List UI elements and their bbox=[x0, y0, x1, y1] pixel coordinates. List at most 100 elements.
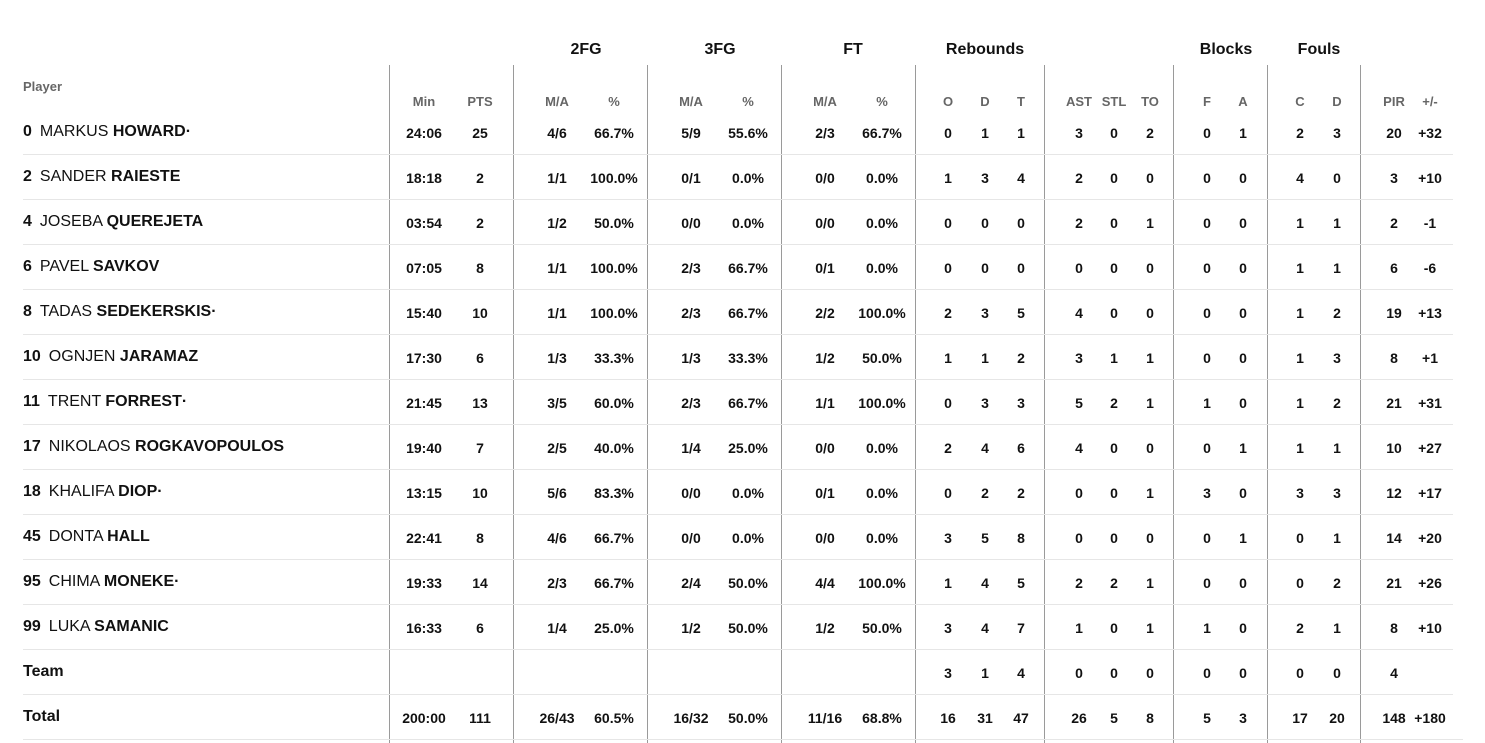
row-divider bbox=[23, 649, 1453, 650]
stat-cell: 2/3 bbox=[681, 305, 701, 321]
stat-cell: 19 bbox=[1386, 305, 1402, 321]
stat-cell: 1 bbox=[1146, 485, 1154, 501]
stat-cell: 0/1 bbox=[681, 170, 701, 186]
stat-cell: 50.0% bbox=[594, 215, 634, 231]
player-name[interactable]: 0 MARKUS HOWARD· bbox=[23, 123, 191, 141]
stat-cell: 1 bbox=[981, 665, 989, 681]
stat-cell: 0 bbox=[1203, 440, 1211, 456]
column-header: Min bbox=[412, 94, 436, 109]
stat-cell: 2 bbox=[944, 305, 952, 321]
stat-cell: 1/3 bbox=[681, 350, 701, 366]
column-header: F bbox=[1203, 94, 1211, 109]
player-number: 99 bbox=[23, 618, 41, 635]
stat-cell: +26 bbox=[1418, 575, 1442, 591]
stat-cell: 1 bbox=[1239, 530, 1247, 546]
stat-cell: 25.0% bbox=[728, 440, 768, 456]
stat-cell: 2 bbox=[1075, 170, 1083, 186]
stat-cell: +10 bbox=[1418, 170, 1442, 186]
stat-cell: 2 bbox=[1333, 395, 1341, 411]
stat-cell: 50.0% bbox=[862, 350, 902, 366]
stat-cell: 3 bbox=[1333, 350, 1341, 366]
stat-cell: 0 bbox=[1075, 485, 1083, 501]
stat-cell: 0 bbox=[1075, 260, 1083, 276]
player-name[interactable]: 95 CHIMA MONEKE· bbox=[23, 573, 179, 591]
stat-cell: 3 bbox=[944, 620, 952, 636]
group-header: Blocks bbox=[1199, 41, 1253, 58]
stat-cell: 8 bbox=[1390, 350, 1398, 366]
stat-cell: 8 bbox=[1146, 710, 1154, 726]
column-header: TO bbox=[1141, 94, 1159, 109]
stat-cell: 4 bbox=[1017, 170, 1025, 186]
table-row: 4 JOSEBA QUEREJETA 03:54 2 1/2 50.0% 0/0 0.0% 0/… bbox=[0, 200, 1485, 245]
stat-cell: 0 bbox=[1146, 440, 1154, 456]
stat-cell: 1 bbox=[1239, 440, 1247, 456]
stat-cell: 13 bbox=[472, 395, 488, 411]
player-name[interactable]: 11 TRENT FORREST· bbox=[23, 393, 187, 411]
stat-cell: 11/16 bbox=[807, 710, 843, 726]
stat-cell: 18:18 bbox=[406, 170, 442, 186]
stat-cell: 0.0% bbox=[732, 170, 764, 186]
stat-cell: 0 bbox=[1203, 575, 1211, 591]
player-name[interactable]: 18 KHALIFA DIOP· bbox=[23, 483, 163, 501]
stat-cell: 0 bbox=[1333, 170, 1341, 186]
stat-cell: 0 bbox=[1333, 665, 1341, 681]
stat-cell: 66.7% bbox=[728, 260, 768, 276]
player-name[interactable]: 17 NIKOLAOS ROGKAVOPOULOS bbox=[23, 438, 284, 456]
player-name[interactable]: 99 LUKA SAMANIC bbox=[23, 618, 169, 636]
stat-cell: 0 bbox=[1203, 125, 1211, 141]
stat-cell: 0.0% bbox=[732, 530, 764, 546]
stat-cell: 1 bbox=[1296, 215, 1304, 231]
stat-cell: +180 bbox=[1414, 710, 1446, 726]
stat-cell: 0 bbox=[1239, 350, 1247, 366]
player-first-name: KHALIFA bbox=[48, 483, 119, 500]
stat-cell: 0 bbox=[1110, 485, 1118, 501]
stat-cell: 0 bbox=[1239, 620, 1247, 636]
team-row: Team 3 1 4 0 0 0 0 0 0 0 4 bbox=[0, 650, 1485, 695]
column-divider bbox=[1173, 65, 1174, 743]
stat-cell: 100.0% bbox=[858, 305, 906, 321]
stat-cell: 6 bbox=[1017, 440, 1025, 456]
stat-cell: 1/2 bbox=[815, 350, 835, 366]
stat-cell: 0 bbox=[1110, 215, 1118, 231]
column-header: % bbox=[742, 94, 754, 109]
player-name[interactable]: 2 SANDER RAIESTE bbox=[23, 168, 180, 186]
stat-cell: 0/0 bbox=[815, 530, 835, 546]
column-header: PTS bbox=[467, 94, 493, 109]
player-name[interactable]: 6 PAVEL SAVKOV bbox=[23, 258, 159, 276]
column-divider bbox=[781, 65, 782, 743]
stat-cell: 0.0% bbox=[866, 440, 898, 456]
stat-cell: 1 bbox=[1017, 125, 1025, 141]
player-name[interactable]: 4 JOSEBA QUEREJETA bbox=[23, 213, 203, 231]
stat-cell: +27 bbox=[1418, 440, 1442, 456]
column-header: M/A bbox=[813, 94, 837, 109]
player-name[interactable]: 10 OGNJEN JARAMAZ bbox=[23, 348, 198, 366]
table-row: 95 CHIMA MONEKE· 19:33 14 2/3 66.7% 2/4 50.0% 4/… bbox=[0, 560, 1485, 605]
stat-cell: 1 bbox=[944, 350, 952, 366]
player-name[interactable]: 8 TADAS SEDEKERSKIS· bbox=[23, 303, 217, 321]
stat-cell: 0.0% bbox=[866, 260, 898, 276]
stat-cell: 0/0 bbox=[815, 170, 835, 186]
player-last-name: HOWARD· bbox=[112, 123, 192, 140]
stat-cell: -1 bbox=[1423, 215, 1437, 231]
stat-cell: 1 bbox=[1075, 620, 1083, 636]
stat-cell: 6 bbox=[476, 350, 484, 366]
stat-cell: 5 bbox=[1017, 575, 1025, 591]
stat-cell: 3 bbox=[1239, 710, 1247, 726]
stat-cell: 0 bbox=[1146, 530, 1154, 546]
stat-cell: 83.3% bbox=[594, 485, 634, 501]
stat-cell: 1/4 bbox=[681, 440, 701, 456]
stat-cell: 0 bbox=[1203, 215, 1211, 231]
player-name[interactable]: 45 DONTA HALL bbox=[23, 528, 150, 546]
stat-cell: 2/3 bbox=[547, 575, 567, 591]
stat-cell: 1 bbox=[944, 170, 952, 186]
stat-cell: 0/0 bbox=[681, 215, 701, 231]
column-divider bbox=[389, 65, 390, 743]
table-row: 2 SANDER RAIESTE 18:18 2 1/1 100.0% 0/1 0.0% 0/0… bbox=[0, 155, 1485, 200]
stat-cell: 0 bbox=[1110, 305, 1118, 321]
stat-cell: 0 bbox=[1110, 260, 1118, 276]
stat-cell: 3 bbox=[1333, 125, 1341, 141]
stat-cell: 31 bbox=[977, 710, 993, 726]
stat-cell: 0/0 bbox=[815, 215, 835, 231]
stat-cell: 4 bbox=[1075, 305, 1083, 321]
